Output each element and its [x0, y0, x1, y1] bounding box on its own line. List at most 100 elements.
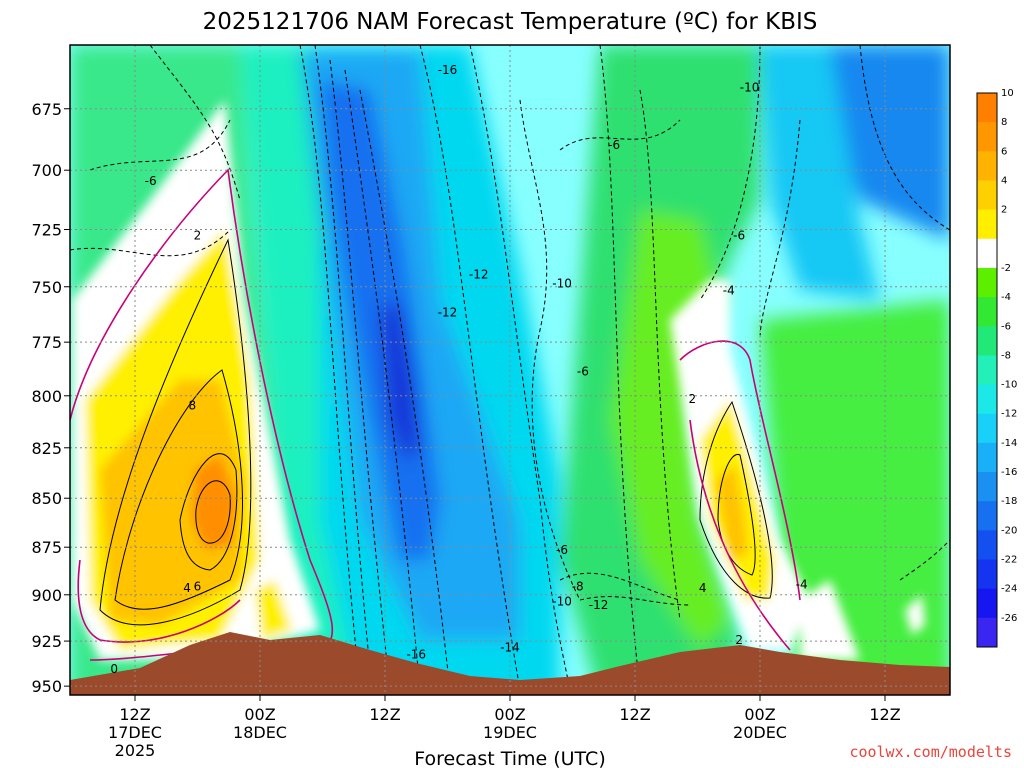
colorbar-label: -8 — [1001, 350, 1011, 361]
colorbar-swatch — [977, 588, 997, 619]
plot-area: -16-10-6-62-12-10-12-6-4-628-6-8-10 -124-… — [70, 45, 950, 695]
colorbar-swatch — [977, 151, 997, 181]
y-tick-label: 750 — [31, 278, 62, 297]
colorbar-label: 6 — [1001, 146, 1007, 157]
colorbar-label: -12 — [1001, 409, 1017, 420]
chart-title: 2025121706 NAM Forecast Temperature (ºC)… — [203, 9, 818, 35]
contour-label: -14 — [500, 640, 520, 654]
contour-label: -10 — [552, 594, 572, 608]
y-tick-label: 825 — [31, 439, 62, 458]
contour-label: 0 — [110, 662, 118, 676]
colorbar-swatch — [977, 326, 997, 356]
x-tick-label: 18DEC — [233, 723, 287, 742]
contour-label: -6 — [577, 364, 589, 378]
y-tick-label: 900 — [31, 586, 62, 605]
contour-label: -6 — [733, 228, 745, 242]
contour-label: -6 — [145, 174, 157, 188]
credit-link[interactable]: coolwx.com/modelts — [849, 743, 1012, 761]
x-tick-label: 12Z — [119, 705, 150, 724]
colorbar-swatch — [977, 355, 997, 386]
colorbar-swatch — [977, 559, 997, 590]
contour-label: -10 — [552, 277, 572, 291]
y-tick-label: 725 — [31, 220, 62, 239]
grid — [70, 45, 950, 695]
colorbar-label: 10 — [1001, 88, 1014, 99]
x-tick-label: 00Z — [494, 705, 525, 724]
contour-label: -12 — [438, 306, 458, 320]
x-tick-label: 20DEC — [733, 723, 787, 742]
shade-white-lowright — [800, 580, 860, 660]
colorbar-swatch — [977, 413, 997, 444]
contour-label: 8 — [188, 398, 196, 412]
y-tick-label: 775 — [31, 333, 62, 352]
colorbar-swatch — [977, 238, 997, 269]
shade-teal-upper — [240, 45, 359, 695]
colorbar-label: -20 — [1001, 525, 1017, 536]
colorbar-label: -4 — [1001, 292, 1011, 303]
colorbar-label: -10 — [1001, 380, 1017, 391]
contour-label: -4 — [723, 283, 735, 297]
contour-label: 4 — [183, 581, 191, 595]
x-tick-label: 19DEC — [483, 723, 537, 742]
x-tick-label: 17DEC — [108, 723, 162, 742]
colorbar-frame — [976, 92, 998, 648]
contour-label: -6 — [608, 138, 620, 152]
shade-darkorange-left — [192, 455, 237, 550]
colorbar-label: -2 — [1001, 263, 1011, 274]
x-tick-label: 00Z — [244, 705, 275, 724]
positive-isotherms — [99, 238, 773, 626]
contour-label: 2 — [194, 228, 202, 242]
colorbar-label: -6 — [1001, 321, 1011, 332]
contour-label: 2 — [688, 392, 696, 406]
colorbar-label: -24 — [1001, 584, 1017, 595]
y-tick-label: 675 — [31, 100, 62, 119]
colorbar-swatch — [977, 122, 997, 152]
colorbar-swatch — [977, 209, 997, 240]
contour-label: 6 — [194, 579, 202, 593]
colorbar-label: 2 — [1001, 205, 1007, 216]
contour-labels: -16-10-6-62-12-10-12-6-4-628-6-8-10 -124-… — [110, 63, 808, 676]
x-tick-label: 00Z — [744, 705, 775, 724]
colorbar-label: -18 — [1001, 496, 1017, 507]
contour-label: -16 — [406, 648, 426, 662]
colorbar-label: -16 — [1001, 467, 1017, 478]
shade-darkblue-core — [380, 300, 420, 460]
contour-label: -4 — [796, 577, 808, 591]
x-tick-label: 2025 — [115, 741, 156, 760]
contour-label: -6 — [556, 543, 568, 557]
colorbar-swatch — [977, 530, 997, 561]
y-tick-label: 950 — [31, 677, 62, 696]
shade-blue-upper-right — [820, 45, 950, 240]
shade-white-spot — [905, 595, 925, 635]
contour-label: -12 — [589, 598, 609, 612]
shade-orange-left — [100, 380, 245, 625]
colorbar-label: 8 — [1001, 117, 1007, 128]
x-tick-label: 12Z — [619, 705, 650, 724]
colorbar-swatch — [977, 442, 997, 473]
colorbar-swatch — [977, 472, 997, 502]
contour-label: -8 — [572, 579, 584, 593]
colorbar-label: -26 — [1001, 613, 1017, 624]
y-tick-label: 875 — [31, 538, 62, 557]
y-tick-label: 700 — [31, 161, 62, 180]
shade-orange-right — [715, 465, 748, 560]
colorbar-label: -22 — [1001, 555, 1017, 566]
colorbar-swatch — [977, 617, 997, 648]
y-tick-label: 850 — [31, 489, 62, 508]
colorbar-swatch — [977, 93, 997, 123]
colorbar-swatch — [977, 384, 997, 415]
colorbar-swatch — [977, 297, 997, 327]
colorbar-label: -14 — [1001, 438, 1017, 449]
colorbar-swatch — [977, 267, 997, 298]
y-tick-label: 800 — [31, 387, 62, 406]
x-axis-label: Forecast Time (UTC) — [414, 748, 605, 768]
y-tick-label: 925 — [31, 632, 62, 651]
contour-label: -10 — [740, 81, 760, 95]
y-axis: 675 700 725 750 775 800 825 850 875 900 925 950 — [31, 100, 70, 696]
x-tick-label: 12Z — [869, 705, 900, 724]
colorbar: 10 8 6 4 2 -2 -4 -6 -8 -10 -12 -14 -16 -18 -20 -22 -24 -2… — [976, 88, 1017, 648]
contour-label: 4 — [699, 581, 707, 595]
contour-label: -12 — [469, 267, 489, 281]
colorbar-swatch — [977, 501, 997, 531]
